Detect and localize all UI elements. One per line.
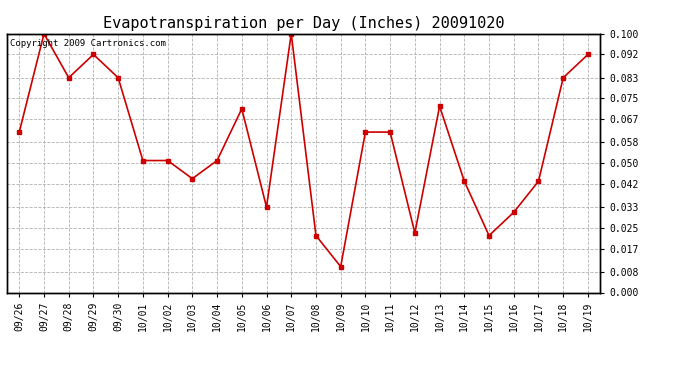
Title: Evapotranspiration per Day (Inches) 20091020: Evapotranspiration per Day (Inches) 2009… [103,16,504,31]
Text: Copyright 2009 Cartronics.com: Copyright 2009 Cartronics.com [10,39,166,48]
